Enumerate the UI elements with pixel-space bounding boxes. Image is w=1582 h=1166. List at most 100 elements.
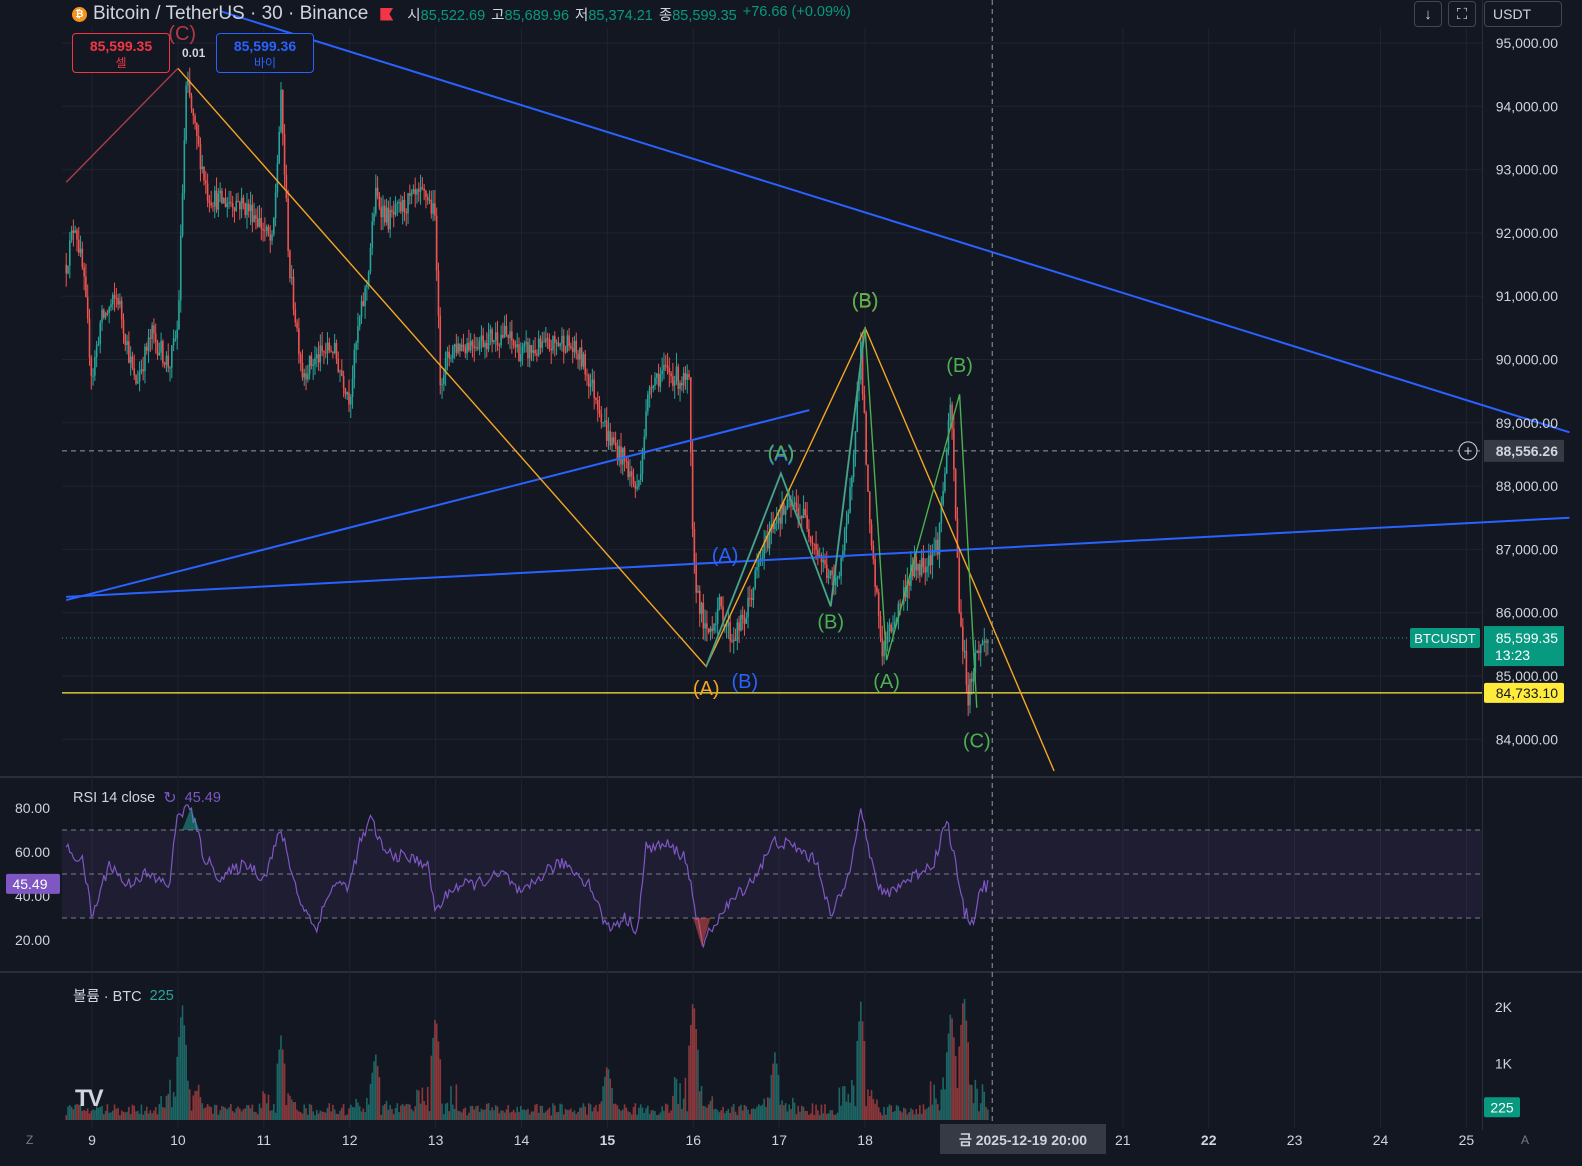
volume-bar: [716, 1110, 719, 1120]
volume-bar: [162, 1106, 164, 1120]
volume-bar: [870, 1090, 873, 1120]
candle-body: [865, 412, 867, 465]
volume-bar: [353, 1107, 356, 1120]
buy-button[interactable]: 85,599.36 바이: [216, 33, 314, 73]
price-axis-border: [1482, 0, 1483, 1130]
candle-body: [537, 338, 540, 356]
symbol-title[interactable]: Bitcoin / TetherUS · 30 · Binance: [93, 3, 369, 24]
tradingview-logo[interactable]: TV: [75, 1085, 104, 1112]
candle-body: [317, 354, 320, 363]
volume-bar: [208, 1106, 211, 1120]
volume-bar: [90, 1110, 93, 1120]
flag-icon[interactable]: [380, 7, 394, 21]
price-tick: 93,000.00: [1496, 162, 1558, 178]
candle-body: [124, 333, 127, 346]
candle-body: [485, 342, 488, 350]
candle-body: [355, 342, 357, 350]
candle-body: [222, 198, 225, 204]
volume-bar: [505, 1109, 508, 1120]
candle-body: [695, 564, 697, 593]
candle-body: [179, 235, 182, 301]
candle-body: [638, 480, 640, 487]
currency-select[interactable]: USDT: [1484, 1, 1562, 27]
volume-bar: [451, 1104, 454, 1120]
candle-body: [917, 563, 919, 571]
volume-bar: [537, 1112, 540, 1120]
candle-body: [129, 356, 132, 363]
volume-bar: [196, 1090, 198, 1120]
candle-body: [618, 446, 621, 461]
candle-body: [555, 342, 558, 344]
candle-body: [963, 650, 966, 652]
candle-body: [278, 131, 280, 164]
volume-bar: [910, 1108, 912, 1120]
candle-body: [457, 343, 459, 353]
volume-bar: [815, 1104, 817, 1120]
volume-bar: [845, 1101, 848, 1120]
volume-bar: [589, 1104, 592, 1120]
volume-bar: [967, 1042, 969, 1120]
candle-body: [339, 370, 341, 372]
candle-body: [333, 342, 336, 354]
rsi-line: [65, 804, 989, 948]
volume-bar: [860, 1001, 862, 1120]
symbol-tag: BTCUSDT: [1414, 631, 1475, 646]
auto-scale-button[interactable]: A: [1521, 1133, 1530, 1147]
volume-bar: [315, 1109, 318, 1120]
volume-bar: [947, 1033, 950, 1120]
volume-bar: [978, 1111, 980, 1120]
download-button[interactable]: ↓: [1414, 1, 1442, 27]
volume-bar: [954, 1056, 957, 1120]
volume-bar: [165, 1096, 168, 1120]
volume-bar: [897, 1106, 900, 1120]
volume-bar: [222, 1106, 225, 1120]
candle-body: [806, 515, 808, 529]
volume-bar: [348, 1108, 350, 1120]
volume-bar: [598, 1104, 601, 1120]
fullscreen-button[interactable]: ⛶: [1448, 1, 1476, 27]
candle-body: [888, 624, 891, 632]
candle-body: [861, 341, 864, 395]
candle-body: [251, 204, 254, 223]
candle-body: [280, 89, 282, 132]
sell-button[interactable]: 85,599.35 셀: [72, 33, 170, 73]
volume-bar: [904, 1108, 907, 1120]
candle-body: [734, 639, 737, 641]
candle-body: [539, 338, 542, 348]
candle-body: [142, 369, 144, 372]
volume-bar: [276, 1063, 279, 1120]
timezone-button[interactable]: Z: [26, 1133, 34, 1147]
volume-bar: [700, 1085, 703, 1120]
candle-body: [498, 345, 501, 347]
candle-body: [432, 203, 434, 214]
date-tick: 14: [514, 1132, 530, 1148]
volume-bar: [140, 1104, 143, 1120]
volume-bar: [369, 1083, 372, 1120]
candle-body: [750, 598, 753, 601]
candle-body: [815, 544, 817, 550]
volume-bar: [419, 1103, 422, 1120]
candle-body: [425, 190, 427, 198]
volume-bar: [750, 1108, 753, 1120]
volume-bar: [752, 1108, 755, 1120]
volume-bar: [199, 1097, 202, 1120]
candle-body: [464, 346, 467, 354]
volume-bar: [154, 1106, 157, 1120]
rsi-legend[interactable]: RSI 14 close ↻ 45.49: [73, 788, 221, 808]
candle-body: [757, 561, 760, 568]
price-tick: 91,000.00: [1496, 288, 1558, 304]
drawings[interactable]: (C)(A) (B)(A)(A)(A)(B)(B)(B)(A)(B)(C): [65, 10, 1570, 772]
volume-bar: [122, 1111, 125, 1120]
candle-body: [836, 577, 839, 579]
volume-legend[interactable]: 볼륨 · BTC 225: [73, 985, 174, 1006]
volume-bar: [933, 1084, 935, 1120]
volume-bar: [375, 1054, 377, 1120]
volume-bar: [412, 1111, 415, 1120]
candle-body: [673, 380, 676, 386]
candle-body: [945, 449, 948, 474]
volume-bar: [119, 1115, 121, 1120]
candle-body: [376, 187, 379, 196]
candle-body: [133, 368, 136, 376]
candle-body: [122, 319, 125, 334]
